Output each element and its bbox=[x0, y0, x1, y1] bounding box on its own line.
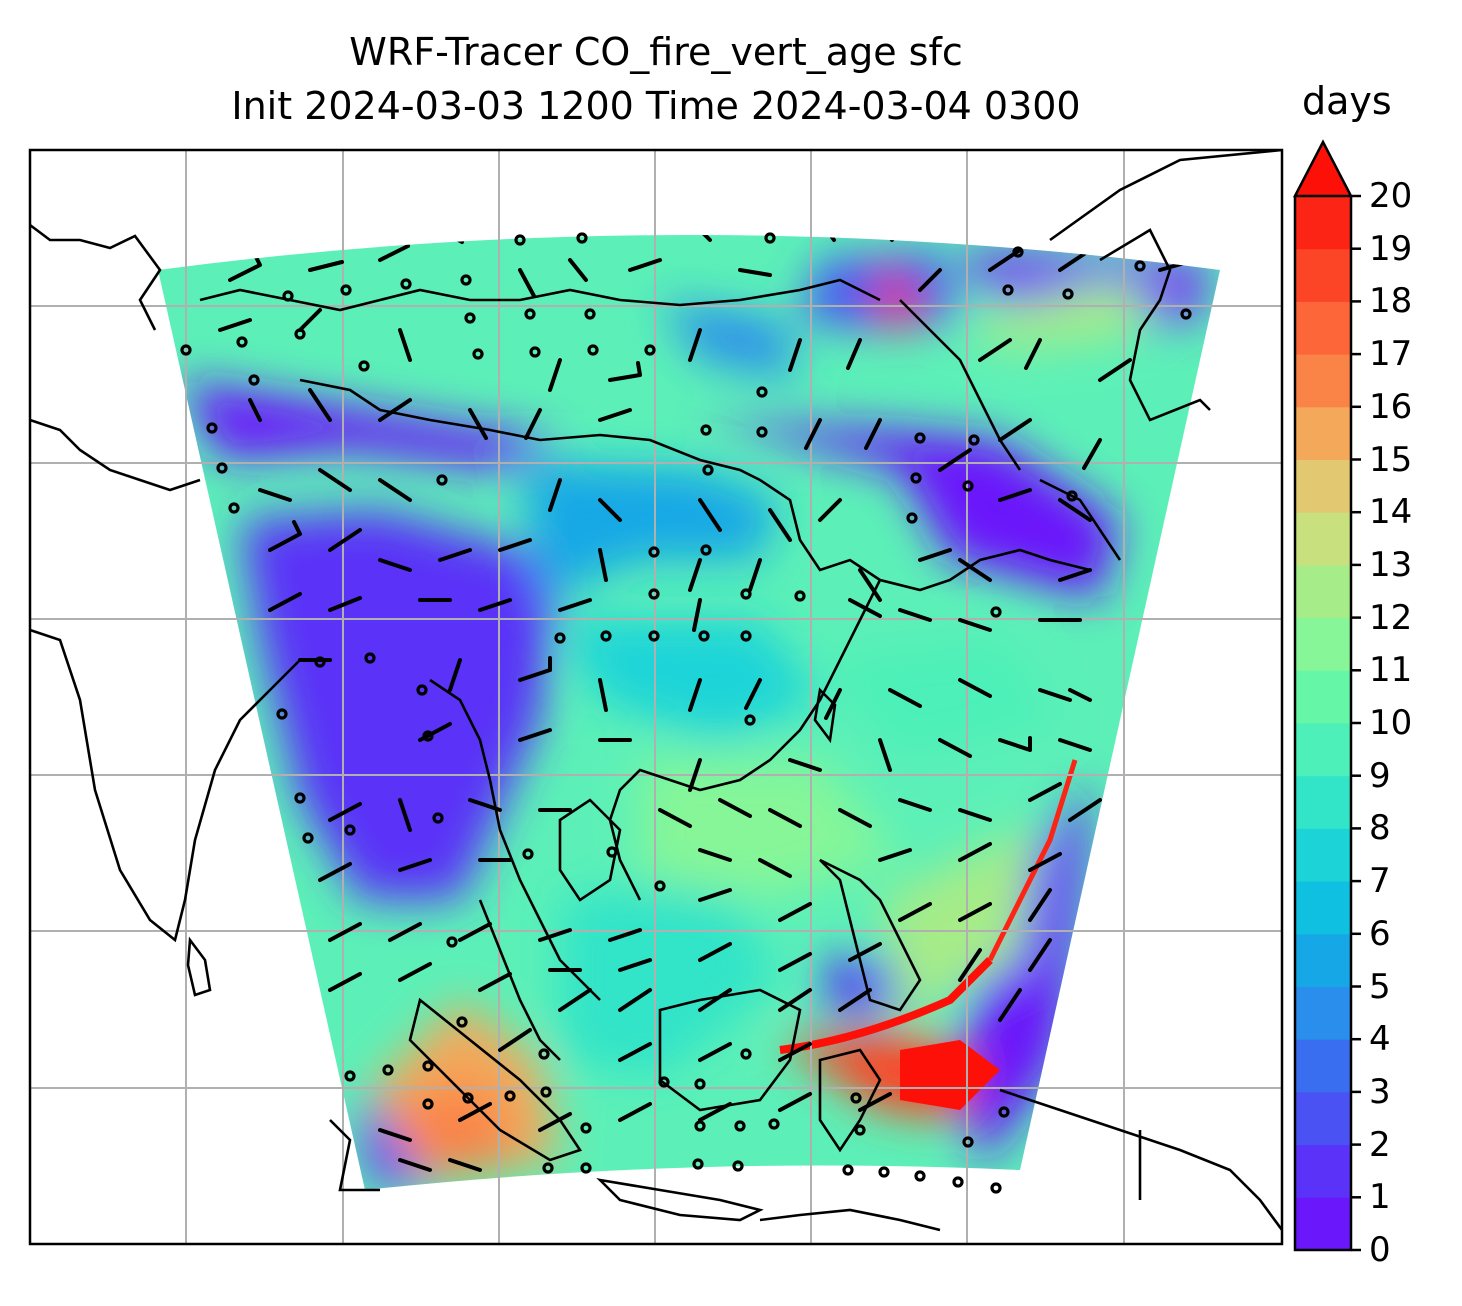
colorbar-tick-label: 14 bbox=[1369, 492, 1413, 533]
calm-wind-circles bbox=[180, 232, 1192, 1194]
colorbar-tick-label: 19 bbox=[1369, 228, 1413, 269]
colorbar-tick-label: 7 bbox=[1369, 861, 1391, 902]
colorbar-segment bbox=[1295, 828, 1351, 882]
colorbar-segment bbox=[1295, 881, 1351, 935]
coastlines bbox=[30, 150, 1282, 1232]
colorbar-tick-label: 13 bbox=[1369, 544, 1413, 585]
colorbar-segment bbox=[1295, 564, 1351, 619]
colorbar-segment bbox=[1295, 1039, 1351, 1093]
colorbar-segment bbox=[1295, 354, 1351, 408]
colorbar-tick-label: 4 bbox=[1369, 1019, 1391, 1060]
colorbar-segment bbox=[1295, 1197, 1351, 1251]
chart-title-line2: Init 2024-03-03 1200 Time 2024-03-04 030… bbox=[231, 84, 1081, 128]
colorbar-tick-label: 17 bbox=[1369, 334, 1413, 375]
colorbar-segment bbox=[1295, 512, 1351, 566]
colorbar-tick-label: 2 bbox=[1369, 1124, 1391, 1165]
colorbar-segment bbox=[1295, 1144, 1351, 1198]
colorbar-segment bbox=[1295, 933, 1351, 987]
colorbar-tick-label: 9 bbox=[1369, 755, 1391, 796]
colorbar-segment bbox=[1295, 670, 1351, 724]
colorbar-tick-label: 6 bbox=[1369, 913, 1391, 954]
colorbar-segment bbox=[1295, 406, 1351, 460]
colorbar-segment bbox=[1295, 196, 1351, 250]
tracer-age-field bbox=[158, 235, 1220, 1190]
colorbar-segment bbox=[1295, 617, 1351, 671]
colorbar-tick-label: 5 bbox=[1369, 966, 1391, 1007]
colorbar-tick-label: 16 bbox=[1369, 386, 1413, 427]
colorbar-tick-label: 10 bbox=[1369, 703, 1413, 743]
colorbar-segment bbox=[1295, 723, 1351, 777]
colorbar-tick-label: 15 bbox=[1369, 439, 1413, 480]
colorbar-tick-label: 12 bbox=[1369, 597, 1413, 638]
colorbar bbox=[1292, 139, 1361, 1252]
colorbar-tick-label: 3 bbox=[1369, 1071, 1391, 1112]
colorbar-tick-label: 1 bbox=[1369, 1177, 1391, 1218]
colorbar-segment bbox=[1295, 248, 1351, 302]
colorbar-segment bbox=[1295, 301, 1351, 355]
colorbar-segment bbox=[1295, 775, 1351, 829]
chart-title-line1: WRF-Tracer CO_fire_vert_age sfc bbox=[349, 30, 963, 74]
colorbar-tick-label: 0 bbox=[1369, 1230, 1391, 1270]
colorbar-tick-label: 20 bbox=[1369, 176, 1413, 216]
colorbar-segment bbox=[1295, 986, 1351, 1040]
colorbar-segment bbox=[1295, 1091, 1351, 1146]
colorbar-tick-label: 11 bbox=[1369, 650, 1413, 691]
map-frame bbox=[28, 148, 1284, 1246]
wind-barbs bbox=[218, 235, 1197, 1172]
colorbar-tick-label: 8 bbox=[1369, 808, 1391, 849]
colorbar-segment bbox=[1295, 459, 1351, 513]
colorbar-extend-arrow bbox=[1292, 139, 1354, 198]
gridlines bbox=[30, 150, 1282, 1244]
colorbar-tick-label: 18 bbox=[1369, 281, 1413, 322]
colorbar-unit-label: days bbox=[1302, 79, 1392, 123]
